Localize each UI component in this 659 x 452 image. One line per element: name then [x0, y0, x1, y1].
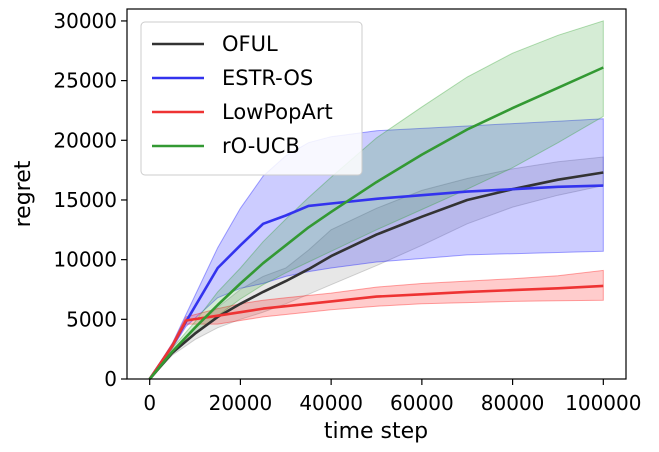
plot-frame [126, 8, 627, 380]
line-lowpopart [148, 284, 604, 380]
y-tick-label: 10000 [53, 248, 117, 272]
y-tick-label: 5000 [66, 307, 117, 331]
x-tick-label: 0 [143, 391, 156, 415]
line-oful [148, 171, 604, 380]
legend: OFUL ESTR-OS LowPopArt rO-UCB [140, 21, 363, 176]
legend-label-estr-os: ESTR-OS [222, 66, 313, 90]
y-tick-label: 30000 [53, 9, 117, 33]
y-axis-ticks: 0 5000 10000 15000 20000 25000 30000 [53, 9, 127, 391]
line-ro-ucb [148, 66, 604, 380]
line-estr-os [148, 184, 604, 380]
y-tick-label: 15000 [53, 188, 117, 212]
x-tick-label: 60000 [390, 391, 454, 415]
y-tick-label: 0 [104, 367, 117, 391]
x-axis-label: time step [324, 419, 428, 444]
y-tick-label: 25000 [53, 69, 117, 93]
band-lowpopart [149, 269, 604, 380]
legend-label-ro-ucb: rO-UCB [222, 134, 300, 158]
band-oful [149, 156, 604, 380]
legend-box [140, 21, 363, 176]
y-axis-label: regret [11, 160, 36, 227]
legend-label-lowpopart: LowPopArt [222, 100, 333, 124]
series-lines [148, 66, 604, 380]
x-tick-label: 20000 [209, 391, 273, 415]
x-tick-label: 100000 [565, 391, 641, 415]
x-axis-ticks: 0 20000 40000 60000 80000 100000 [143, 379, 641, 415]
band-estr-os [149, 118, 604, 380]
x-tick-label: 80000 [481, 391, 545, 415]
y-tick-label: 20000 [53, 128, 117, 152]
x-tick-label: 40000 [299, 391, 363, 415]
legend-label-oful: OFUL [222, 32, 278, 56]
